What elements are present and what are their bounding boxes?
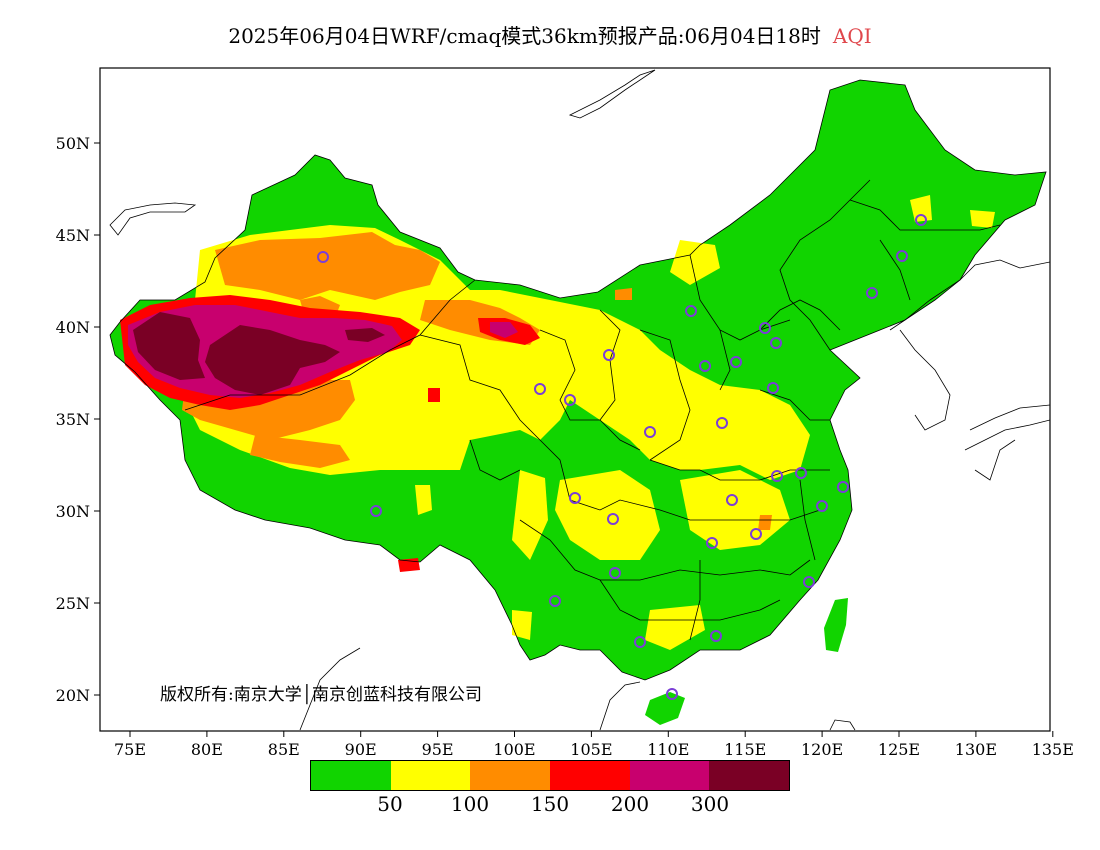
site-marker <box>771 470 783 482</box>
site-marker <box>549 595 561 607</box>
longitude-axis: 75E 80E 85E 90E 95E 100E 105E 110E 115E 120E 125E 1… <box>114 731 1074 759</box>
lon-label: 135E <box>1032 740 1074 759</box>
site-marker <box>603 349 615 361</box>
site-marker <box>730 356 742 368</box>
lat-label: 25N <box>56 594 90 613</box>
lat-label: 30N <box>56 502 90 521</box>
site-marker <box>685 305 697 317</box>
lon-label: 100E <box>493 740 535 759</box>
site-marker <box>726 494 738 506</box>
site-marker <box>699 360 711 372</box>
lon-label: 95E <box>422 740 454 759</box>
lon-label: 110E <box>647 740 689 759</box>
legend-swatch <box>470 761 551 790</box>
lon-label: 80E <box>191 740 223 759</box>
taiwan-island <box>824 598 848 652</box>
site-marker <box>767 382 779 394</box>
legend-swatch <box>709 761 790 790</box>
hainan-island <box>645 692 685 725</box>
lon-label: 75E <box>114 740 146 759</box>
lat-label: 50N <box>56 134 90 153</box>
site-marker <box>569 492 581 504</box>
aqi-band-above-300 <box>133 312 385 395</box>
legend-swatch <box>629 761 710 790</box>
site-marker <box>534 383 546 395</box>
lon-label: 120E <box>801 740 843 759</box>
variable-label: AQI <box>832 24 872 48</box>
aqi-color-legend <box>310 760 790 791</box>
title-text: 2025年06月04日WRF/cmaq模式36km预报产品:06月04日18时 <box>228 24 821 48</box>
site-marker <box>816 500 828 512</box>
lat-label: 45N <box>56 226 90 245</box>
site-marker <box>370 505 382 517</box>
site-marker <box>896 250 908 262</box>
site-marker <box>710 630 722 642</box>
site-marker <box>866 287 878 299</box>
legend-label: 200 <box>610 792 650 816</box>
legend-label: 300 <box>690 792 730 816</box>
lon-label: 115E <box>724 740 766 759</box>
site-marker <box>915 214 927 226</box>
site-marker <box>795 467 807 479</box>
site-marker <box>803 576 815 588</box>
lat-label: 40N <box>56 318 90 337</box>
neighbor-coastlines <box>109 69 1050 731</box>
site-marker <box>750 528 762 540</box>
lon-label: 85E <box>268 740 300 759</box>
lon-label: 105E <box>570 740 612 759</box>
site-marker <box>759 322 771 334</box>
legend-label: 50 <box>377 792 403 816</box>
site-marker <box>564 394 576 406</box>
legend-label: 100 <box>450 792 490 816</box>
latitude-axis: 50N 45N 40N 35N 30N 25N 20N <box>56 134 100 705</box>
site-marker <box>666 688 678 700</box>
lat-label: 35N <box>56 410 90 429</box>
site-marker <box>770 337 782 349</box>
copyright-text: 版权所有:南京大学│南京创蓝科技有限公司 <box>160 685 482 705</box>
site-marker <box>644 426 656 438</box>
province-boundaries <box>109 79 1047 681</box>
site-marker <box>609 567 621 579</box>
lon-label: 130E <box>955 740 997 759</box>
legend-swatch <box>390 761 471 790</box>
site-marker <box>607 513 619 525</box>
map-title: 2025年06月04日WRF/cmaq模式36km预报产品:06月04日18时 A… <box>0 20 1100 49</box>
legend-label: 150 <box>530 792 570 816</box>
lon-label: 125E <box>878 740 920 759</box>
monitoring-sites <box>317 214 927 700</box>
site-marker <box>634 636 646 648</box>
map-frame <box>99 67 1051 732</box>
legend-swatch <box>311 761 391 790</box>
site-marker <box>317 251 329 263</box>
map-canvas <box>109 69 1050 731</box>
site-marker <box>837 481 849 493</box>
site-marker <box>706 537 718 549</box>
lon-label: 90E <box>345 740 377 759</box>
site-marker <box>716 417 728 429</box>
legend-swatch <box>550 761 630 790</box>
lat-label: 20N <box>56 686 90 705</box>
